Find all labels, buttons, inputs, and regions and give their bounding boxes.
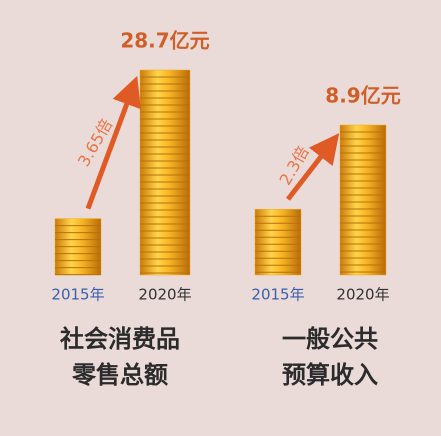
growth-arrow <box>286 133 340 201</box>
growth-arrow <box>85 75 141 210</box>
coin-stack <box>254 209 302 276</box>
year-label: 2015年 <box>51 286 104 304</box>
year-label: 2020年 <box>336 286 389 304</box>
chart-title: 零售总额 <box>71 361 168 389</box>
value-label: 28.7亿元 <box>120 29 209 53</box>
growth-annotation: 2.3倍 <box>276 143 313 188</box>
value-label: 8.9亿元 <box>325 84 400 108</box>
coin-stack <box>139 69 191 276</box>
coin-stack <box>339 124 387 276</box>
year-label: 2015年 <box>251 286 304 304</box>
year-label: 2020年 <box>138 286 191 304</box>
chart-title: 预算收入 <box>282 361 378 389</box>
chart-title: 社会消费品 <box>60 325 180 353</box>
chart-title: 一般公共 <box>282 325 378 353</box>
